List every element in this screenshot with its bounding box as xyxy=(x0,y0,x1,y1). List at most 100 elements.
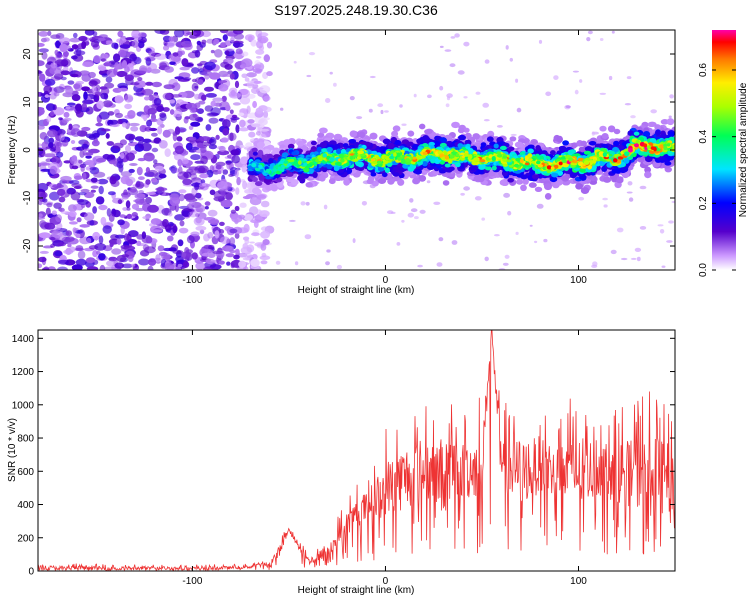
noise-blob xyxy=(144,246,156,254)
noise-blob xyxy=(88,245,99,250)
trace-blob xyxy=(397,178,405,186)
noise-blob xyxy=(228,173,234,177)
noise-blob xyxy=(213,38,220,45)
noise-blob xyxy=(114,262,125,269)
noise-blob xyxy=(44,222,56,230)
noise-blob xyxy=(75,80,85,85)
noise-blob xyxy=(191,252,198,260)
noise-blob xyxy=(75,245,84,251)
noise-blob xyxy=(333,82,337,87)
noise-blob xyxy=(46,115,52,123)
noise-blob xyxy=(620,257,628,261)
noise-blob xyxy=(407,212,414,218)
noise-blob xyxy=(243,236,250,241)
noise-blob xyxy=(124,94,134,103)
noise-blob xyxy=(450,36,456,39)
noise-blob xyxy=(247,119,255,124)
noise-blob xyxy=(218,260,225,265)
figure-title: S197.2025.248.19.30.C36 xyxy=(274,2,438,18)
noise-blob xyxy=(117,199,123,205)
noise-blob xyxy=(175,103,181,111)
noise-blob xyxy=(129,186,137,193)
noise-blob xyxy=(71,165,79,170)
noise-blob xyxy=(230,209,236,214)
noise-blob xyxy=(238,260,247,268)
noise-blob xyxy=(142,88,154,96)
noise-blob xyxy=(134,80,147,88)
noise-blob xyxy=(85,155,92,159)
trace-blob xyxy=(601,133,609,139)
noise-blob xyxy=(120,171,133,177)
noise-blob xyxy=(101,128,111,132)
trace-blob xyxy=(644,171,652,179)
noise-blob xyxy=(96,100,104,110)
noise-blob xyxy=(119,44,131,49)
noise-blob xyxy=(38,60,45,67)
noise-blob xyxy=(463,186,470,191)
noise-blob xyxy=(242,243,249,250)
noise-blob xyxy=(150,218,161,225)
noise-blob xyxy=(246,182,257,190)
noise-blob xyxy=(215,164,222,170)
noise-blob xyxy=(39,250,49,254)
noise-blob xyxy=(83,91,88,101)
noise-blob xyxy=(336,264,342,270)
noise-blob xyxy=(49,191,60,201)
trace-blob xyxy=(305,182,313,188)
noise-blob xyxy=(249,241,255,244)
noise-blob xyxy=(114,95,124,104)
noise-blob xyxy=(610,249,617,255)
noise-blob xyxy=(259,85,271,94)
noise-blob xyxy=(234,169,239,178)
noise-blob xyxy=(253,64,262,69)
noise-blob xyxy=(78,35,88,42)
trace-blob xyxy=(272,147,281,154)
noise-blob xyxy=(244,189,253,194)
noise-blob xyxy=(151,81,162,88)
noise-blob xyxy=(114,234,126,239)
noise-blob xyxy=(106,141,115,146)
noise-blob xyxy=(401,219,405,223)
noise-blob xyxy=(150,229,163,233)
noise-blob xyxy=(147,265,154,270)
noise-blob xyxy=(98,34,108,39)
noise-blob xyxy=(196,108,204,114)
noise-blob xyxy=(111,42,119,49)
noise-blob xyxy=(111,248,122,255)
noise-blob xyxy=(71,94,81,102)
noise-blob xyxy=(199,136,211,142)
noise-blob xyxy=(207,232,214,239)
trace-blob xyxy=(412,177,421,185)
noise-blob xyxy=(515,231,519,235)
noise-blob xyxy=(261,252,267,258)
noise-blob xyxy=(82,150,87,156)
noise-blob xyxy=(244,34,255,41)
noise-blob xyxy=(209,138,215,143)
noise-blob xyxy=(81,102,87,111)
noise-blob xyxy=(137,157,146,162)
noise-blob xyxy=(230,149,240,156)
noise-blob xyxy=(109,176,117,185)
noise-blob xyxy=(41,51,48,60)
noise-blob xyxy=(75,103,83,112)
noise-blob xyxy=(218,80,223,84)
noise-blob xyxy=(627,181,633,186)
noise-blob xyxy=(233,254,240,260)
noise-blob xyxy=(176,136,183,142)
noise-blob xyxy=(260,226,269,231)
noise-blob xyxy=(191,82,199,92)
noise-blob xyxy=(608,75,613,81)
noise-blob xyxy=(145,191,156,195)
noise-blob xyxy=(121,263,133,269)
noise-blob xyxy=(121,60,128,69)
noise-blob xyxy=(76,217,82,223)
noise-blob xyxy=(167,235,174,242)
noise-blob xyxy=(242,180,248,190)
noise-blob xyxy=(44,94,50,98)
noise-blob xyxy=(224,63,233,70)
noise-blob xyxy=(380,109,384,115)
noise-blob xyxy=(246,105,251,114)
noise-blob xyxy=(668,115,672,119)
trace-blob xyxy=(528,182,537,188)
